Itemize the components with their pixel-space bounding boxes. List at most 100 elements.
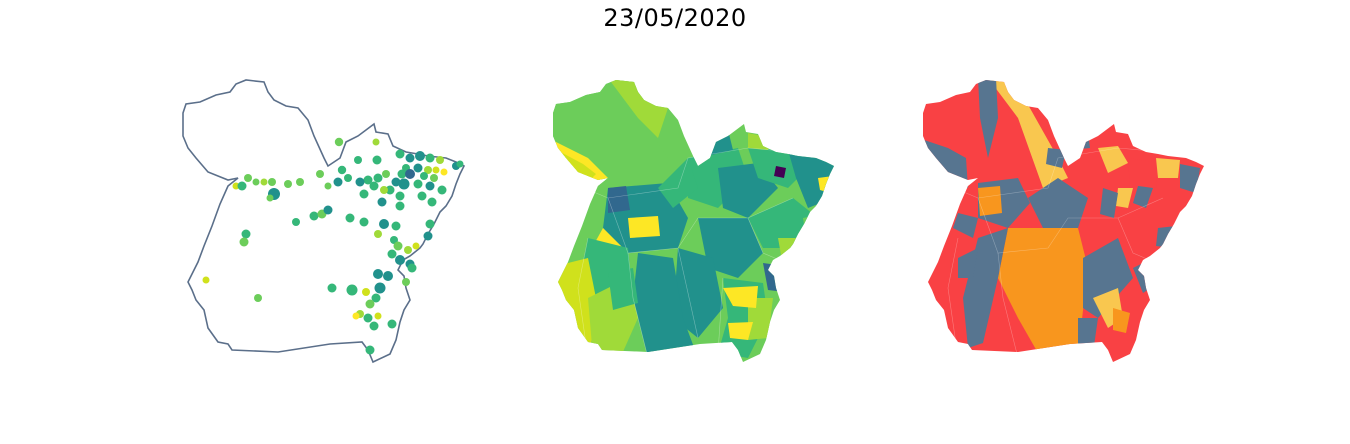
state-outline	[182, 79, 466, 364]
point	[363, 175, 373, 185]
municipality-points	[202, 137, 464, 355]
region	[1180, 164, 1200, 193]
region	[608, 186, 630, 213]
region	[1116, 188, 1133, 208]
point	[372, 155, 382, 165]
point	[363, 313, 373, 323]
point	[374, 312, 382, 320]
point	[239, 237, 249, 247]
point	[397, 169, 407, 179]
point	[407, 263, 417, 273]
point	[309, 211, 319, 221]
region	[978, 186, 1002, 216]
region	[998, 228, 1088, 353]
figure-title: 23/05/2020	[603, 4, 747, 32]
region	[774, 166, 786, 178]
region	[1046, 148, 1066, 168]
point	[373, 173, 383, 183]
point	[387, 249, 397, 259]
point	[395, 255, 405, 265]
viridis-borders	[553, 147, 834, 359]
point	[395, 191, 405, 201]
point	[377, 197, 387, 207]
viridis-choropleth-panel	[553, 80, 834, 362]
point	[415, 151, 425, 161]
point	[284, 180, 292, 188]
point	[371, 293, 381, 303]
region	[723, 286, 758, 308]
risk-borders	[923, 147, 1204, 359]
region	[658, 158, 698, 208]
point	[252, 178, 260, 186]
risk-choropleth-panel	[923, 80, 1204, 362]
point	[237, 181, 247, 191]
point	[296, 178, 304, 186]
region	[778, 238, 808, 266]
point	[359, 217, 369, 227]
region	[1028, 178, 1088, 228]
region	[673, 248, 723, 338]
region	[1133, 186, 1153, 208]
point	[440, 168, 448, 176]
point	[420, 172, 428, 180]
point	[402, 278, 410, 286]
point	[456, 160, 464, 168]
point	[369, 321, 379, 331]
point	[333, 177, 343, 187]
region	[748, 133, 773, 150]
point	[346, 284, 358, 296]
point	[373, 269, 383, 279]
region	[1068, 133, 1090, 150]
point	[372, 138, 380, 146]
point	[324, 182, 332, 190]
region	[958, 248, 978, 278]
point	[423, 231, 433, 241]
point	[417, 191, 427, 201]
point	[413, 179, 423, 189]
point	[432, 166, 440, 174]
region	[633, 253, 698, 358]
point	[385, 185, 395, 195]
point	[379, 219, 389, 229]
point	[316, 170, 324, 178]
risk-regions	[923, 80, 1204, 362]
region	[1100, 188, 1118, 218]
point	[391, 221, 401, 231]
point	[387, 319, 397, 329]
point	[395, 149, 405, 159]
point	[354, 156, 362, 164]
point	[424, 166, 432, 174]
point	[391, 177, 401, 187]
point	[425, 219, 435, 229]
point	[382, 170, 390, 178]
point	[398, 178, 410, 190]
region	[1162, 253, 1180, 273]
region	[1156, 158, 1180, 178]
point	[383, 271, 393, 281]
region	[953, 213, 978, 238]
region	[698, 218, 763, 278]
point	[405, 169, 415, 179]
point	[380, 186, 388, 194]
point	[395, 201, 405, 211]
point	[323, 205, 333, 215]
viridis-regions	[553, 80, 834, 362]
point	[393, 241, 403, 251]
point	[425, 153, 435, 163]
region	[1098, 146, 1128, 173]
point	[374, 230, 382, 238]
point	[241, 229, 251, 239]
point-map-panel	[182, 79, 466, 364]
region	[1128, 158, 1158, 188]
point	[427, 197, 437, 207]
region	[1113, 308, 1130, 333]
point	[359, 189, 369, 199]
region	[628, 216, 660, 238]
point	[437, 185, 447, 195]
point	[244, 174, 252, 182]
point	[268, 178, 276, 186]
point	[405, 153, 415, 163]
point	[404, 246, 412, 254]
point	[254, 294, 262, 302]
point	[362, 288, 370, 296]
